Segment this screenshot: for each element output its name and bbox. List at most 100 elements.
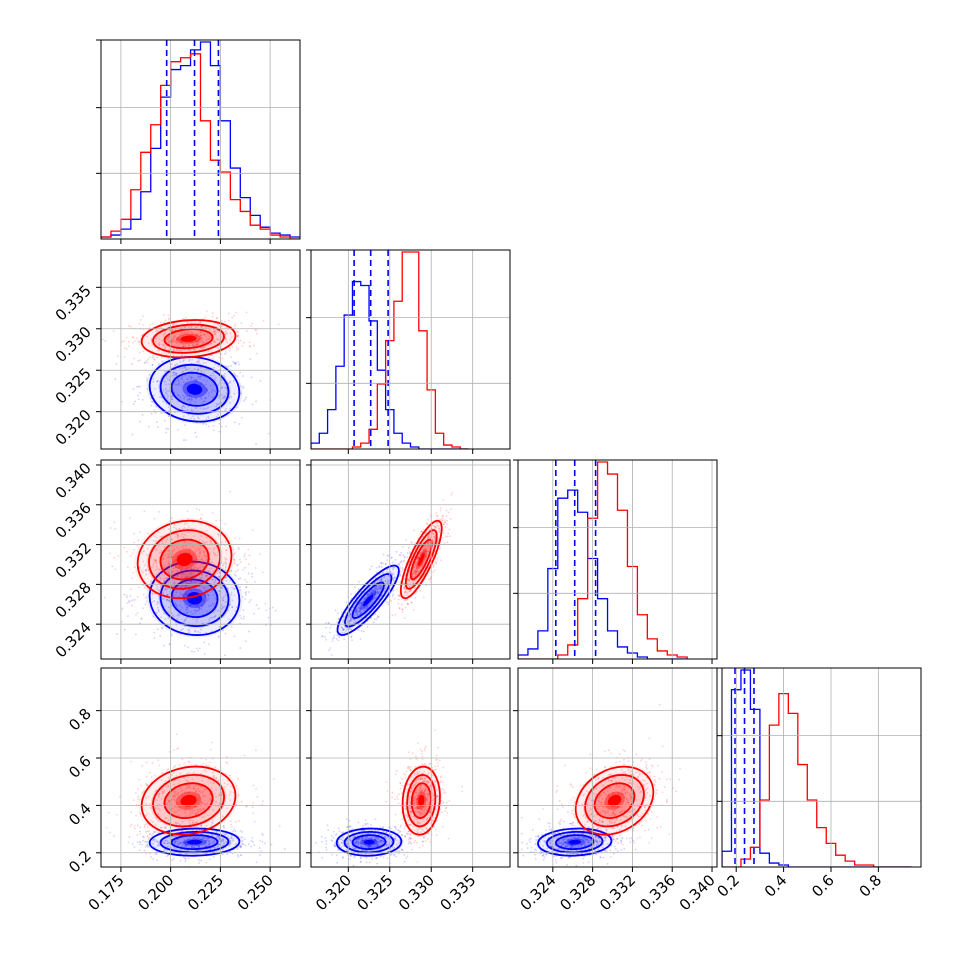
p10-point xyxy=(153,394,155,397)
p21-point xyxy=(403,559,406,562)
p10-point xyxy=(228,349,231,352)
p20-point xyxy=(184,618,187,621)
p20-point xyxy=(210,564,213,567)
p21-point xyxy=(350,612,353,615)
p30-point xyxy=(205,845,208,848)
p10-point xyxy=(209,384,212,387)
p21-point xyxy=(364,605,367,608)
p20-point xyxy=(248,601,251,603)
p30-point xyxy=(163,795,166,798)
p21-point xyxy=(392,579,395,581)
p10-point xyxy=(199,377,202,380)
p20-point xyxy=(170,612,173,615)
p21-point xyxy=(350,636,353,639)
p10-point xyxy=(191,358,194,361)
p21-point xyxy=(390,557,393,559)
p10-point xyxy=(123,340,126,342)
p20-point xyxy=(180,586,183,589)
p30-point xyxy=(179,836,182,839)
p10-point xyxy=(238,423,241,425)
p10-point xyxy=(204,397,207,400)
p10-point xyxy=(182,405,184,407)
p30-point xyxy=(167,776,170,779)
p10-point xyxy=(217,323,219,326)
p10-point xyxy=(177,394,179,397)
p10-point xyxy=(204,397,207,399)
p30-point xyxy=(215,831,218,833)
p10-point xyxy=(200,397,202,399)
p30-point xyxy=(130,811,133,813)
p10-point xyxy=(192,344,194,346)
p30-point xyxy=(225,755,228,758)
p20-point xyxy=(183,594,186,597)
p10-point xyxy=(195,406,198,409)
p31-point xyxy=(359,856,362,859)
p20-point xyxy=(146,532,149,535)
p20-point xyxy=(152,561,155,564)
p20-point xyxy=(195,550,198,553)
p30-point xyxy=(173,842,176,845)
p30-point xyxy=(223,842,226,845)
p10-point xyxy=(172,371,175,374)
p20-point xyxy=(204,589,207,592)
p30-point xyxy=(185,784,188,787)
p20-point xyxy=(180,629,183,631)
p30-point xyxy=(211,821,213,824)
p30-point xyxy=(183,762,186,765)
p30-point xyxy=(229,820,232,823)
p30-point xyxy=(192,820,194,822)
p21-point xyxy=(356,612,359,615)
p20-point xyxy=(147,568,150,571)
p30-point xyxy=(168,841,171,844)
p30-point xyxy=(192,846,195,849)
p10-point xyxy=(185,316,187,319)
p10-point xyxy=(167,427,170,430)
p30-point xyxy=(228,837,231,840)
p31-point xyxy=(348,819,351,822)
p30-point xyxy=(200,772,203,775)
p10-point xyxy=(155,380,158,383)
p30-point xyxy=(198,784,201,787)
p10-point xyxy=(147,342,150,345)
p20-point xyxy=(224,601,227,603)
p20-point xyxy=(197,649,199,652)
p30-point xyxy=(154,807,157,809)
p10-point xyxy=(234,361,237,364)
p30-point xyxy=(181,830,184,833)
p10-point xyxy=(132,341,134,344)
p20-point xyxy=(133,532,136,535)
p20-point xyxy=(143,564,146,567)
p30-point xyxy=(193,771,195,774)
p10-point xyxy=(171,330,174,332)
p20-point xyxy=(197,547,200,550)
p20-point xyxy=(145,600,148,603)
p20-point xyxy=(174,558,177,561)
p20-point xyxy=(187,572,190,575)
p20-point xyxy=(221,568,224,570)
p21-point xyxy=(374,590,377,593)
p30-point xyxy=(196,843,198,846)
p10-point xyxy=(167,394,169,397)
p20-point xyxy=(205,559,208,561)
p10-point xyxy=(194,431,197,434)
p10-point xyxy=(195,361,198,363)
p20-point xyxy=(153,637,156,640)
p20-point xyxy=(210,604,213,607)
p10-point xyxy=(212,395,215,398)
p10-point xyxy=(114,378,117,380)
p30-point xyxy=(259,854,261,857)
p30-point xyxy=(236,784,238,787)
p20-point xyxy=(141,552,143,555)
p10-point xyxy=(180,350,183,353)
p20-point xyxy=(153,581,156,584)
p10-point xyxy=(189,341,192,344)
p21-point xyxy=(403,617,406,619)
p20-point xyxy=(184,551,187,554)
p10-point xyxy=(137,398,140,401)
p10-point xyxy=(268,432,270,435)
p10-point xyxy=(237,334,240,337)
p10-point xyxy=(183,359,185,361)
p20-point xyxy=(157,606,159,609)
p10-point xyxy=(157,425,160,428)
p20-point xyxy=(225,549,228,552)
